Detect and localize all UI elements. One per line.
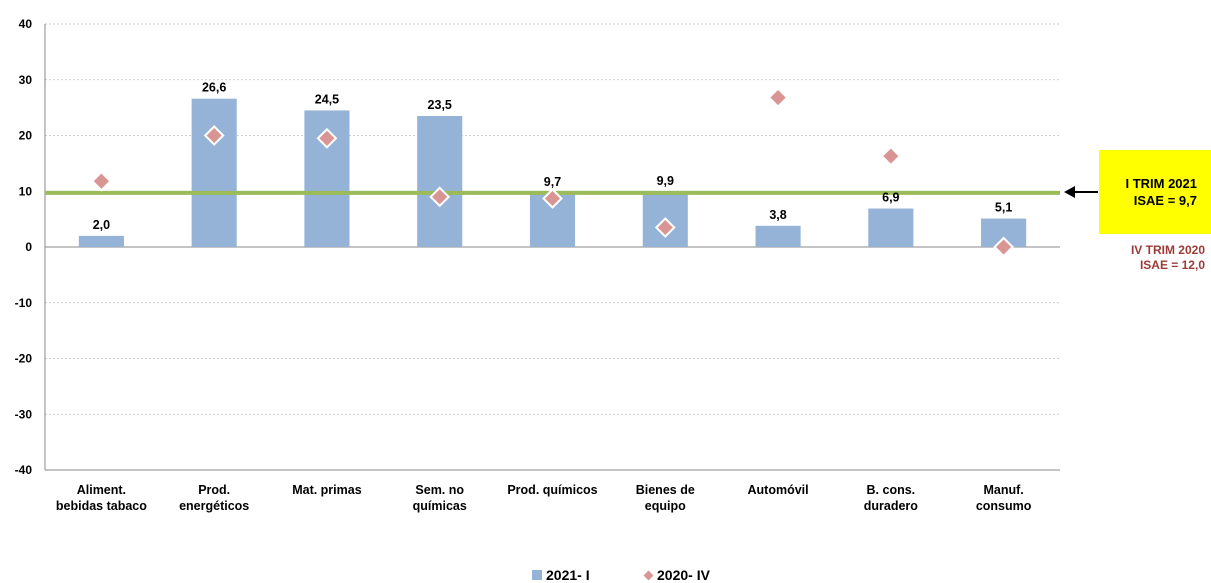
previous-isae-annotation: IV TRIM 2020 ISAE = 12,0 [1099, 243, 1211, 273]
diamond-marker [90, 170, 112, 192]
x-category-label-line: consumo [976, 499, 1032, 513]
bar-value-label: 26,6 [202, 81, 226, 95]
y-tick-label: 40 [19, 17, 33, 31]
bar-value-label: 24,5 [315, 92, 339, 106]
bar-value-label: 9,7 [544, 175, 561, 189]
x-category-label-line: Manuf. [983, 483, 1023, 497]
x-category-label-line: Aliment. [77, 483, 126, 497]
x-category-label: Aliment. bebidas tabaco [56, 483, 147, 513]
legend-diamond-swatch [643, 570, 654, 581]
diamond-marker [542, 188, 563, 209]
bar [868, 208, 914, 247]
bar [78, 235, 124, 247]
y-tick-label: 20 [19, 129, 33, 143]
diamond-series [90, 87, 1015, 258]
bar [755, 225, 801, 247]
bar-value-label: 9,9 [657, 174, 674, 188]
y-tick-label: -40 [15, 463, 33, 477]
legend-label-2021-i: 2021- I [546, 567, 590, 583]
diamond-marker [880, 145, 902, 167]
x-category-label: Manuf. consumo [976, 483, 1032, 513]
bar [417, 115, 463, 247]
bar-value-label: 5,1 [995, 201, 1012, 215]
y-axis-ticks: -40 -30 -20 -10 0 10 20 30 40 [15, 17, 33, 477]
diamond-marker [316, 127, 338, 149]
y-tick-label: -30 [15, 407, 33, 421]
x-category-label-line: equipo [645, 499, 686, 513]
x-category-label: Automóvil [748, 483, 809, 497]
current-isae-value: ISAE = 9,7 [1133, 193, 1197, 208]
x-axis-categories: Aliment. bebidas tabaco Prod. energéticos Ma… [56, 483, 1032, 513]
bar-value-label: 2,0 [93, 218, 110, 232]
bar-series [78, 98, 1027, 247]
x-category-label-line: Bienes de [636, 483, 695, 497]
x-category-label-line: Sem. no [415, 483, 464, 497]
current-isae-period: I TRIM 2021 [1125, 176, 1197, 191]
bar-value-label: 23,5 [428, 98, 452, 112]
previous-isae-period: IV TRIM 2020 [1130, 243, 1205, 257]
legend-label-2020-iv: 2020- IV [657, 567, 711, 583]
legend-bar-swatch [532, 570, 542, 580]
x-category-label-line: Mat. primas [292, 483, 362, 497]
x-category-label-line: bebidas tabaco [56, 499, 147, 513]
arrow-icon [1064, 186, 1098, 198]
x-category-label: B. cons. duradero [864, 483, 919, 513]
x-category-label-line: B. cons. [867, 483, 916, 497]
x-category-label: Prod. químicos [507, 483, 597, 497]
bar-value-label: 6,9 [882, 191, 899, 205]
y-tick-label: -20 [15, 352, 33, 366]
legend: 2021- I 2020- IV [532, 567, 711, 583]
diamond-marker [429, 186, 451, 208]
x-category-label: Mat. primas [292, 483, 362, 497]
x-category-label: Bienes de equipo [636, 483, 695, 513]
bar [191, 98, 237, 247]
x-category-label-line: duradero [864, 499, 919, 513]
diamond-marker [767, 87, 789, 109]
x-category-label-line: químicas [413, 499, 467, 513]
y-tick-label: 10 [19, 184, 33, 198]
y-tick-label: 0 [25, 240, 32, 254]
diamond-marker [203, 125, 225, 146]
x-category-label: Sem. no químicas [413, 483, 467, 513]
x-category-label-line: Prod. químicos [507, 483, 597, 497]
y-tick-label: 30 [19, 73, 33, 87]
diamond-marker [993, 236, 1015, 258]
current-isae-annotation: I TRIM 2021 ISAE = 9,7 [1099, 150, 1211, 234]
x-category-label-line: Prod. [198, 483, 230, 497]
previous-isae-value: ISAE = 12,0 [1139, 258, 1205, 272]
x-category-label: Prod. energéticos [179, 483, 249, 513]
y-tick-label: -10 [15, 296, 33, 310]
data-labels: 2,0 26,6 24,5 23,5 9,7 9,9 3,8 6,9 5,1 [93, 81, 1013, 232]
x-category-label-line: Automóvil [748, 483, 809, 497]
x-category-label-line: energéticos [179, 499, 249, 513]
diamond-marker [654, 217, 676, 238]
bar-value-label: 3,8 [769, 208, 786, 222]
